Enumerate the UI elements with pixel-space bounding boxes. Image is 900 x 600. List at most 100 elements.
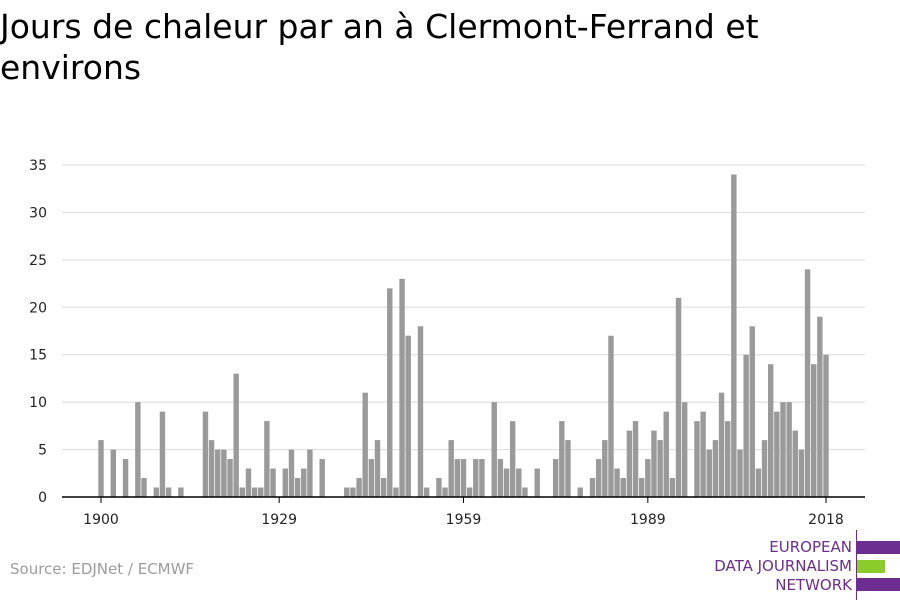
bar-1911: [165, 487, 172, 497]
bar-1913: [178, 487, 184, 497]
bar-1919: [215, 449, 221, 497]
y-tick-label: 15: [29, 348, 47, 364]
bar-1941: [350, 487, 356, 497]
x-tick-label: 1959: [446, 512, 482, 528]
bar-1988: [638, 478, 645, 497]
y-tick-label: 25: [29, 253, 47, 269]
bar-2017: [817, 316, 823, 497]
logo-bar-top: [857, 541, 900, 554]
logo-separator: [856, 530, 857, 600]
bar-2013: [792, 430, 798, 497]
bar-1921: [227, 459, 233, 497]
bar-1952: [417, 326, 424, 497]
bar-1948: [393, 487, 399, 497]
bar-1981: [595, 459, 602, 497]
bar-2018: [823, 354, 829, 497]
bar-1910: [159, 411, 166, 497]
bar-1923: [239, 487, 246, 497]
bar-1944: [368, 459, 375, 497]
bar-1968: [516, 468, 522, 497]
bar-1958: [454, 459, 461, 497]
bar-2016: [811, 364, 817, 497]
bar-1904: [122, 459, 129, 497]
bar-1962: [479, 459, 485, 497]
bar-1964: [491, 402, 497, 497]
bar-1986: [626, 430, 633, 497]
bar-1933: [301, 468, 307, 497]
bar-2009: [768, 364, 774, 497]
bar-1997: [694, 421, 700, 497]
bar-1906: [135, 402, 141, 497]
y-tick-label: 10: [29, 395, 47, 411]
bar-1965: [497, 459, 504, 497]
bar-1991: [657, 440, 663, 497]
bar-2015: [804, 269, 811, 497]
bar-2006: [749, 326, 755, 497]
bar-1961: [473, 459, 479, 497]
bar-1947: [387, 288, 393, 497]
bar-1994: [675, 297, 682, 497]
bar-1940: [344, 487, 350, 497]
bar-1982: [602, 440, 608, 497]
bar-1932: [294, 478, 301, 497]
bar-1956: [442, 487, 448, 497]
bar-1946: [380, 478, 387, 497]
bar-1985: [620, 478, 626, 497]
y-tick-label: 5: [38, 443, 47, 459]
logo-bar-middle: [857, 560, 885, 573]
bar-1918: [208, 440, 215, 497]
bar-1953: [423, 487, 430, 497]
bar-2001: [718, 392, 725, 497]
gridlines: [62, 164, 865, 451]
bars: [98, 174, 829, 497]
bar-1990: [651, 430, 657, 497]
x-tick-label: 2018: [808, 512, 844, 528]
y-tick-label: 30: [29, 205, 47, 221]
bar-1943: [362, 392, 368, 497]
bar-1966: [503, 468, 510, 497]
bar-1959: [460, 459, 467, 497]
y-tick-label: 20: [29, 300, 47, 316]
bar-2014: [798, 449, 805, 497]
bar-1900: [98, 440, 104, 497]
axes: 0 5 10 15 20 25 30 35 1900 1929 1959 1989 2018: [29, 158, 865, 528]
bar-1984: [614, 468, 620, 497]
bar-1925: [251, 487, 258, 497]
bar-1967: [509, 421, 516, 497]
bar-1960: [466, 487, 473, 497]
bar-1978: [577, 487, 583, 497]
bar-1922: [233, 373, 239, 497]
x-tick-label: 1929: [261, 512, 297, 528]
bar-1934: [307, 449, 313, 497]
bar-1995: [681, 402, 688, 497]
bar-1909: [153, 487, 159, 497]
logo-line-2: DATA JOURNALISM: [714, 557, 852, 575]
bar-1907: [141, 478, 147, 497]
logo-bar-bottom: [857, 578, 900, 591]
bar-1924: [245, 468, 252, 497]
bar-1969: [522, 487, 528, 497]
bar-1993: [669, 478, 676, 497]
bar-2011: [780, 402, 786, 497]
bar-1945: [374, 440, 381, 497]
bar-1989: [645, 459, 651, 497]
source-note: Source: EDJNet / ECMWF: [10, 560, 195, 578]
bar-1950: [405, 335, 411, 497]
bar-2005: [743, 354, 749, 497]
bar-1983: [608, 335, 614, 497]
bar-2004: [737, 449, 743, 497]
x-tick-label: 1989: [630, 512, 666, 528]
bar-1955: [436, 478, 442, 497]
bar-1917: [202, 411, 209, 497]
bar-2002: [724, 421, 731, 497]
bar-1931: [288, 449, 295, 497]
bar-2008: [761, 440, 768, 497]
x-tick-label: 1900: [83, 512, 119, 528]
bar-1928: [270, 468, 276, 497]
bar-1999: [706, 449, 712, 497]
bar-2007: [755, 468, 762, 497]
bar-chart: 0 5 10 15 20 25 30 35 1900 1929 1959 1989 2018: [29, 158, 865, 528]
bar-2003: [731, 174, 737, 497]
bar-1975: [559, 421, 565, 497]
bar-1998: [700, 411, 706, 497]
